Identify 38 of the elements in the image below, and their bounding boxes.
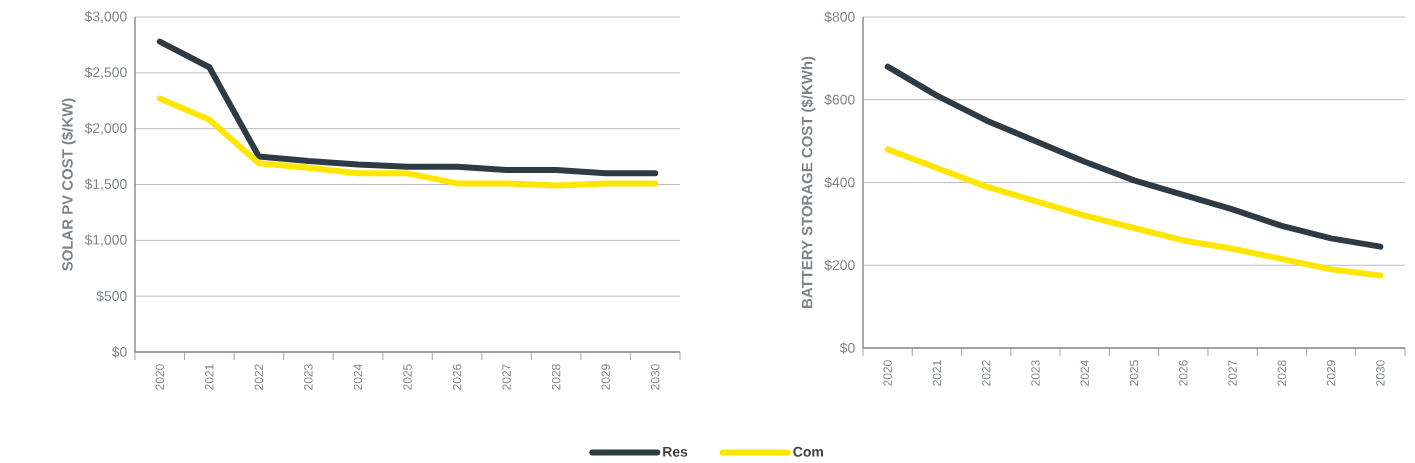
x-tick-label: 2020	[883, 360, 892, 386]
x-tick-label: 2022	[981, 360, 991, 386]
x-tick-label: 2024	[353, 364, 363, 390]
x-tick-label: 2022	[254, 364, 264, 390]
x-tick-label: 2026	[1179, 360, 1188, 386]
y-tick-label: $800	[824, 11, 855, 23]
x-tick-label: 2029	[601, 364, 610, 390]
y-axis-title: BATTERY STORAGE COST ($/KWh)	[801, 56, 816, 308]
x-tick-label: 2030	[1376, 360, 1385, 386]
legend-label: Res	[663, 446, 688, 457]
y-axis-title: SOLAR PV COST ($/KW)	[61, 98, 76, 271]
y-tick-label: $3,000	[84, 10, 127, 24]
x-tick-label: 2021	[205, 364, 214, 390]
y-tick-label: $2,000	[84, 122, 127, 135]
x-tick-label: 2023	[1031, 360, 1040, 386]
x-tick-label: 2026	[452, 364, 462, 390]
x-tick-label: 2028	[551, 364, 561, 390]
x-tick-label: 2021	[932, 360, 942, 386]
x-tick-label: 2030	[651, 364, 660, 390]
y-tick-label: $600	[824, 94, 855, 106]
y-tick-label: $500	[96, 290, 127, 302]
x-tick-label: 2025	[403, 364, 412, 390]
x-tick-label: 2024	[1080, 360, 1089, 386]
y-tick-label: $1,000	[84, 234, 127, 247]
x-tick-label: 2023	[304, 364, 313, 390]
x-tick-label: 2028	[1277, 360, 1287, 386]
y-tick-label: $0	[111, 346, 127, 358]
legend-label: Com	[793, 446, 823, 457]
y-tick-label: $0	[839, 342, 855, 354]
y-tick-label: $1,500	[84, 178, 127, 191]
y-tick-label: $2,500	[84, 66, 127, 79]
x-tick-label: 2027	[502, 364, 511, 390]
y-tick-label: $200	[824, 259, 855, 271]
x-tick-label: 2029	[1326, 360, 1336, 386]
x-tick-label: 2027	[1228, 360, 1237, 386]
y-tick-label: $400	[824, 176, 855, 189]
x-tick-label: 2020	[155, 364, 164, 390]
x-tick-label: 2025	[1129, 360, 1139, 386]
